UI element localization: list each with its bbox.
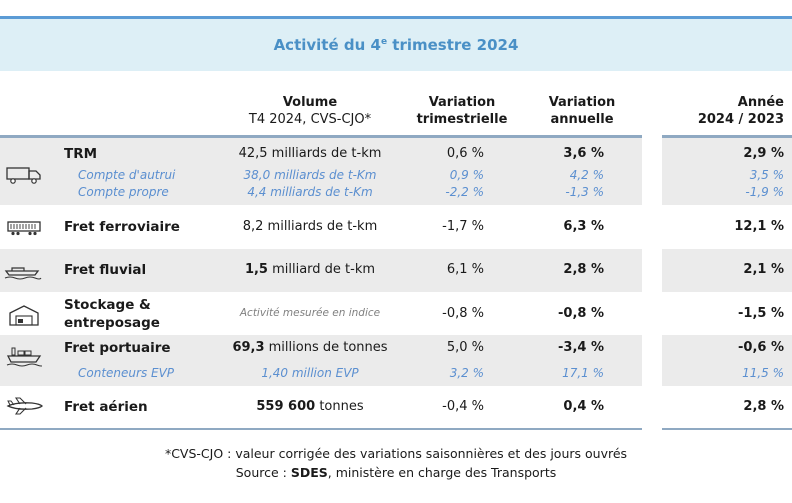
band-trm [0,138,642,205]
trm-year: 2,9 % [743,146,784,161]
stockage-volume-note: Activité mesurée en indice [239,307,381,319]
port-trim: 5,0 % [446,340,484,355]
compte-propre-trim: -2,2 % [445,185,484,199]
stockage-ann: -0,8 % [558,306,604,321]
trm-ann: 3,6 % [563,146,604,161]
footnote-source: Source : SDES, ministère en charge des T… [235,465,557,480]
compte-propre-year: -1,9 % [745,185,784,199]
conteneurs-ann: 17,1 % [562,366,604,380]
fluvial-ann: 2,8 % [563,262,604,277]
compte-autrui-trim: 0,9 % [449,168,484,182]
compte-autrui-volume: 38,0 milliards de t-Km [243,168,377,182]
row-label-port: Fret portuaire [64,340,171,356]
port-volume: 69,3 millions de tonnes [232,340,388,355]
band-trm-year [662,138,792,205]
row-label-fluvial: Fret fluvial [64,262,147,278]
stockage-trim: -0,8 % [442,306,484,321]
truck-icon [6,165,42,189]
air-year: 2,8 % [743,399,784,414]
air-trim: -0,4 % [442,399,484,414]
compte-propre-ann: -1,3 % [565,185,604,199]
title-band [0,19,792,71]
band-port [0,335,642,386]
row-label-rail: Fret ferroviaire [64,219,180,235]
compte-autrui-year: 3,5 % [749,168,784,182]
rail-year: 12,1 % [734,219,784,234]
air-ann: 0,4 % [563,399,604,414]
header-rule [0,135,642,138]
sub-label-conteneurs: Conteneurs EVP [78,366,175,380]
rail-volume: 8,2 milliards de t-km [242,219,378,234]
airplane-icon [6,396,44,420]
band-fluvial [0,249,642,292]
sub-label-compte-autrui: Compte d'autrui [78,168,176,182]
top-rule [0,16,792,19]
train-icon [6,219,42,241]
rail-ann: 6,3 % [563,219,604,234]
band-fluvial-year [662,249,792,292]
trm-trim: 0,6 % [446,146,484,161]
sub-label-compte-propre: Compte propre [78,185,169,199]
row-label-trm: TRM [64,146,98,162]
header-variation-annuelle: Variation annuelle [548,95,616,127]
stockage-year: -1,5 % [738,306,784,321]
page-title: Activité du 4e trimestre 2024 [273,36,519,54]
fluvial-year: 2,1 % [743,262,784,277]
fluvial-volume: 1,5 milliard de t-km [244,262,376,277]
row-label-air: Fret aérien [64,399,148,415]
footnote-cvs-cjo: *CVS-CJO : valeur corrigée des variation… [164,446,628,461]
cargo-ship-icon [6,346,44,372]
row-label-stockage-2: entreposage [64,315,160,331]
footer-rule [0,428,642,430]
header-rule-year [662,135,792,138]
barge-icon [4,262,42,284]
header-volume: Volume T4 2024, CVS-CJO* [248,95,372,127]
conteneurs-trim: 3,2 % [449,366,484,380]
row-label-stockage-1: Stockage & [64,297,151,313]
footer-rule-year [662,428,792,430]
conteneurs-volume: 1,40 million EVP [261,366,359,380]
compte-propre-volume: 4,4 milliards de t-Km [247,185,373,199]
warehouse-icon [8,303,40,331]
header-annee: Année 2024 / 2023 [697,95,784,127]
fluvial-trim: 6,1 % [446,262,484,277]
port-year: -0,6 % [738,340,784,355]
compte-autrui-ann: 4,2 % [569,168,604,182]
rail-trim: -1,7 % [442,219,484,234]
trm-volume: 42,5 milliards de t-km [238,146,382,161]
conteneurs-year: 11,5 % [742,366,784,380]
port-ann: -3,4 % [558,340,604,355]
air-volume: 559 600 tonnes [256,399,364,414]
band-port-year [662,335,792,386]
header-variation-trimestrielle: Variation trimestrielle [416,95,508,127]
